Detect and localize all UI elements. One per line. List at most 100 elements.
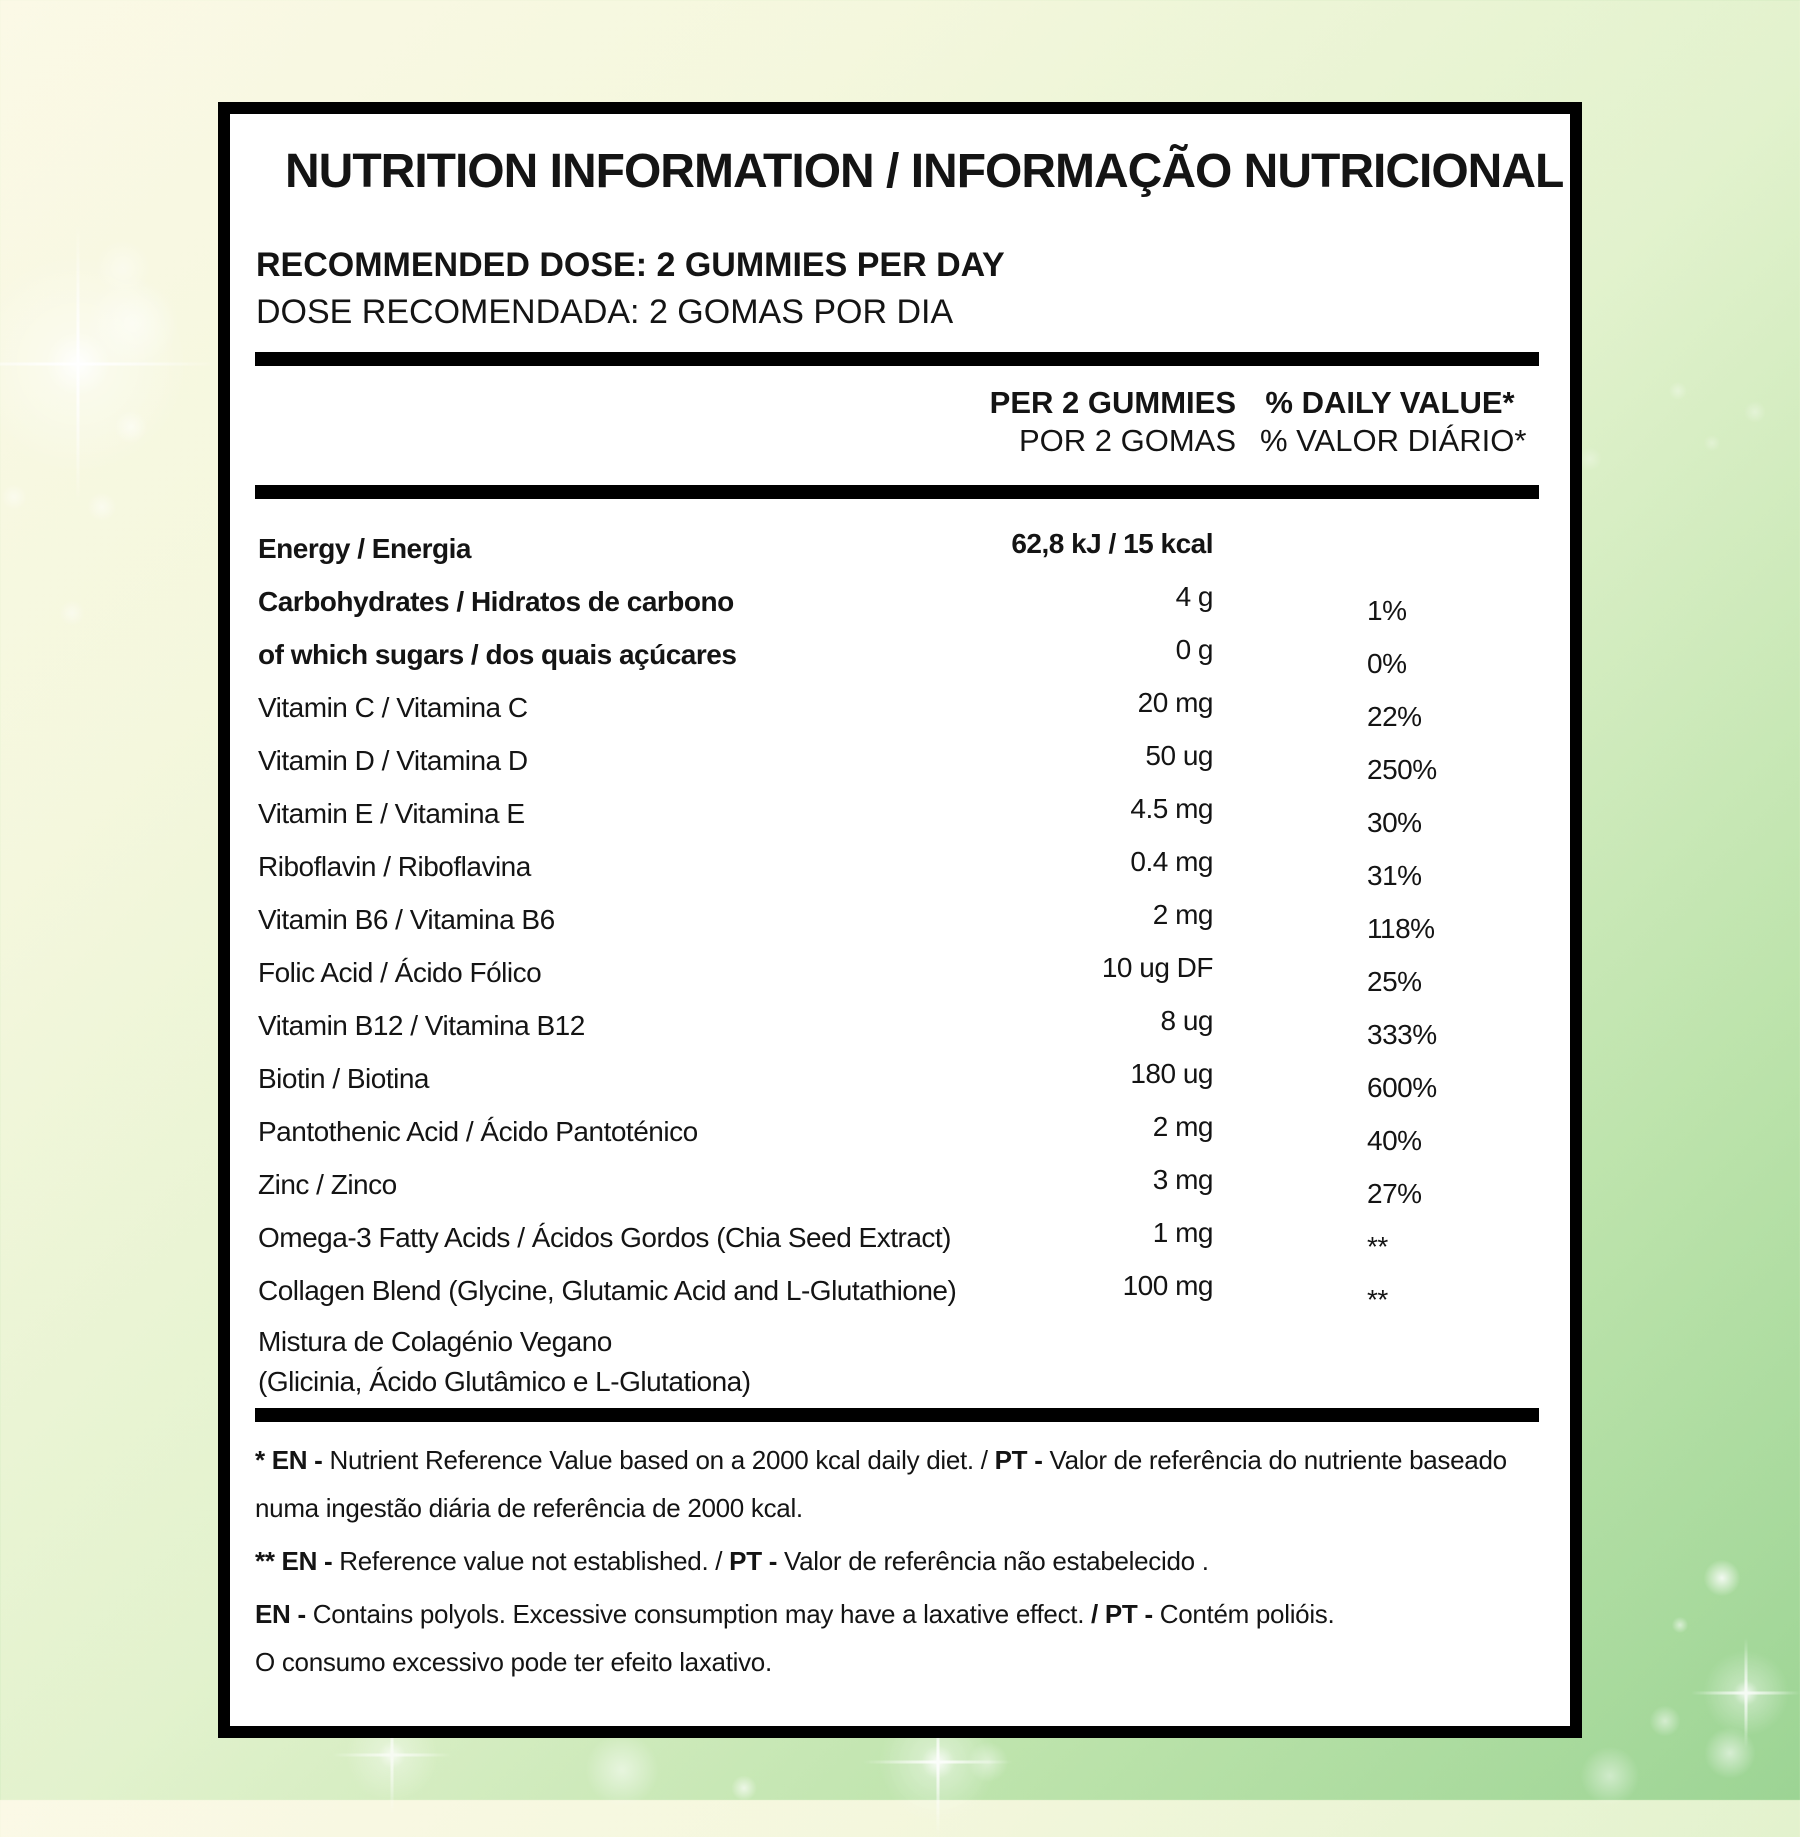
footnotes: * EN - Nutrient Reference Value based on… [255, 1436, 1539, 1686]
amount-value: 8 ug [1160, 1005, 1214, 1036]
sparkle-glow-icon [1702, 1725, 1758, 1781]
nutrient-name: Vitamin C / Vitamina C [258, 692, 528, 723]
daily-value: 1% [1367, 595, 1407, 626]
daily-value: ** [1367, 1284, 1388, 1315]
divider-bar-top [255, 352, 1539, 366]
column-header-amount-pt: POR 2 GOMAS [1018, 423, 1236, 458]
sparkle-glow-icon [730, 1774, 758, 1802]
amount-value: 62,8 kJ / 15 kcal [1011, 528, 1213, 559]
footnote-segment: ** EN - [255, 1546, 340, 1576]
amount-value: 10 ug DF [1101, 952, 1214, 983]
sparkle-glow-icon [1743, 400, 1767, 424]
amount-value: 4 g [1175, 581, 1214, 612]
footnote-segment: PT - [729, 1546, 785, 1576]
column-header-amount-en: PER 2 GUMMIES [989, 385, 1236, 420]
nutrient-name: Vitamin E / Vitamina E [258, 798, 525, 829]
footnote-segment: EN - [255, 1599, 313, 1629]
nutrient-name: Riboflavin / Riboflavina [258, 851, 531, 882]
table-row: Collagen Blend (Glycine, Glutamic Acid a… [255, 1270, 1539, 1328]
table-row: Energy / Energia 62,8 kJ / 15 kcal [255, 528, 1539, 586]
divider-bar-header [255, 485, 1539, 499]
footnote-segment: Reference value not established. / [339, 1546, 730, 1576]
page-background: { "background": { "top_left_color": "#fb… [0, 0, 1800, 1800]
amount-value: 50 ug [1145, 740, 1213, 771]
recommended-dose: RECOMMENDED DOSE: 2 GUMMIES PER DAY DOSE… [256, 242, 1005, 336]
amount-value: 2 mg [1152, 1111, 1214, 1142]
table-row: Zinc / Zinco 3 mg 27% [255, 1164, 1539, 1222]
nutrient-name: Zinc / Zinco [258, 1169, 397, 1200]
table-row: Mistura de Colagénio Vegano (Glicinia, Á… [255, 1326, 1539, 1397]
daily-value: ** [1367, 1231, 1388, 1262]
nutrient-name: Energy / Energia [258, 533, 471, 564]
daily-value: 22% [1367, 701, 1422, 732]
table-row: Omega-3 Fatty Acids / Ácidos Gordos (Chi… [255, 1217, 1539, 1275]
sparkle-glow-icon [113, 409, 149, 445]
nutrient-name: Carbohydrates / Hidratos de carbono [258, 586, 734, 617]
footnote-segment: * EN - [255, 1445, 330, 1475]
daily-value: 27% [1367, 1178, 1422, 1209]
table-row: Carbohydrates / Hidratos de carbono 4 g 1% [255, 581, 1539, 639]
daily-value: 31% [1367, 860, 1422, 891]
recommended-dose-en: RECOMMENDED DOSE: 2 GUMMIES PER DAY [256, 246, 1005, 284]
sparkle-glow-icon [1668, 381, 1688, 401]
footnote: EN - Contains polyols. Excessive consump… [255, 1590, 1539, 1686]
nutrient-name: Vitamin D / Vitamina D [258, 745, 528, 776]
daily-value: 30% [1367, 807, 1422, 838]
page-title: NUTRITION INFORMATION / INFORMAÇÃO NUTRI… [285, 145, 1564, 198]
footnote-segment: Contains polyols. Excessive consumption … [312, 1599, 1092, 1629]
nutrient-name: Folic Acid / Ácido Fólico [258, 957, 542, 988]
table-row: Vitamin C / Vitamina C 20 mg 22% [255, 687, 1539, 745]
sparkle-glow-icon [1648, 1704, 1682, 1738]
amount-value: 2 mg [1152, 899, 1214, 930]
nutrient-name: Mistura de Colagénio Vegano (Glicinia, Á… [258, 1326, 751, 1397]
sparkle-star-icon [1691, 1638, 1800, 1748]
amount-value: 180 ug [1130, 1058, 1213, 1089]
table-row: of which sugars / dos quais açúcares 0 g 0… [255, 634, 1539, 692]
nutrient-name: Vitamin B12 / Vitamina B12 [258, 1010, 585, 1041]
sparkle-glow-icon [86, 491, 118, 523]
nutrient-name: Pantothenic Acid / Ácido Pantoténico [258, 1116, 698, 1147]
column-header-daily-value: % DAILY VALUE* % VALOR DIÁRIO* [1260, 384, 1527, 460]
footnote-segment: Valor de referência do nutriente baseado… [255, 1445, 1507, 1523]
nutrition-table-rows: Energy / Energia 62,8 kJ / 15 kcal Carbohy… [255, 528, 1539, 1397]
sparkle-glow-icon [0, 483, 28, 511]
amount-value: 20 mg [1137, 687, 1214, 718]
daily-value: 333% [1367, 1019, 1437, 1050]
sparkle-star-icon [0, 224, 218, 504]
daily-value: 25% [1367, 966, 1422, 997]
amount-value: 0.4 mg [1130, 846, 1213, 877]
daily-value: 600% [1367, 1072, 1437, 1103]
daily-value: 250% [1367, 754, 1437, 785]
nutrient-name: Omega-3 Fatty Acids / Ácidos Gordos (Chi… [258, 1222, 952, 1253]
daily-value: 0% [1367, 648, 1407, 679]
amount-value: 1 mg [1152, 1217, 1214, 1248]
sparkle-glow-icon [1578, 1744, 1642, 1808]
amount-value: 3 mg [1152, 1164, 1214, 1195]
sparkle-glow-icon [1671, 1616, 1689, 1634]
footnote-segment: Nutrient Reference Value based on a 2000… [329, 1445, 995, 1475]
sparkle-glow-icon [1702, 1558, 1742, 1598]
nutrient-name: Vitamin B6 / Vitamina B6 [258, 904, 555, 935]
table-row: Vitamin B6 / Vitamina B6 2 mg 118% [255, 899, 1539, 957]
sparkle-glow-icon [966, 1740, 1010, 1784]
divider-bar-bottom [255, 1408, 1539, 1422]
nutrition-label: NUTRITION INFORMATION / INFORMAÇÃO NUTRI… [218, 102, 1582, 1738]
amount-value: 4.5 mg [1130, 793, 1213, 824]
footnote-segment: PT - [994, 1445, 1050, 1475]
sparkle-glow-icon [83, 273, 183, 373]
table-row: Pantothenic Acid / Ácido Pantoténico 2 mg… [255, 1111, 1539, 1169]
amount-value: 0 g [1175, 634, 1214, 665]
daily-value: 118% [1367, 913, 1435, 944]
amount-value: 100 mg [1122, 1270, 1214, 1301]
nutrient-name: of which sugars / dos quais açúcares [258, 639, 737, 670]
table-row: Riboflavin / Riboflavina 0.4 mg 31% [255, 846, 1539, 904]
column-header-daily-value-pt: % VALOR DIÁRIO* [1260, 423, 1527, 458]
nutrient-name: Collagen Blend (Glycine, Glutamic Acid a… [258, 1275, 957, 1306]
footnote-segment: / PT - [1091, 1599, 1160, 1629]
table-row: Vitamin B12 / Vitamina B12 8 ug 333% [255, 1005, 1539, 1063]
footnote: * EN - Nutrient Reference Value based on… [255, 1436, 1539, 1532]
nutrient-name: Biotin / Biotina [258, 1063, 430, 1094]
column-header-daily-value-en: % DAILY VALUE* [1265, 385, 1515, 420]
table-row: Vitamin E / Vitamina E 4.5 mg 30% [255, 793, 1539, 851]
sparkle-glow-icon [93, 238, 153, 298]
